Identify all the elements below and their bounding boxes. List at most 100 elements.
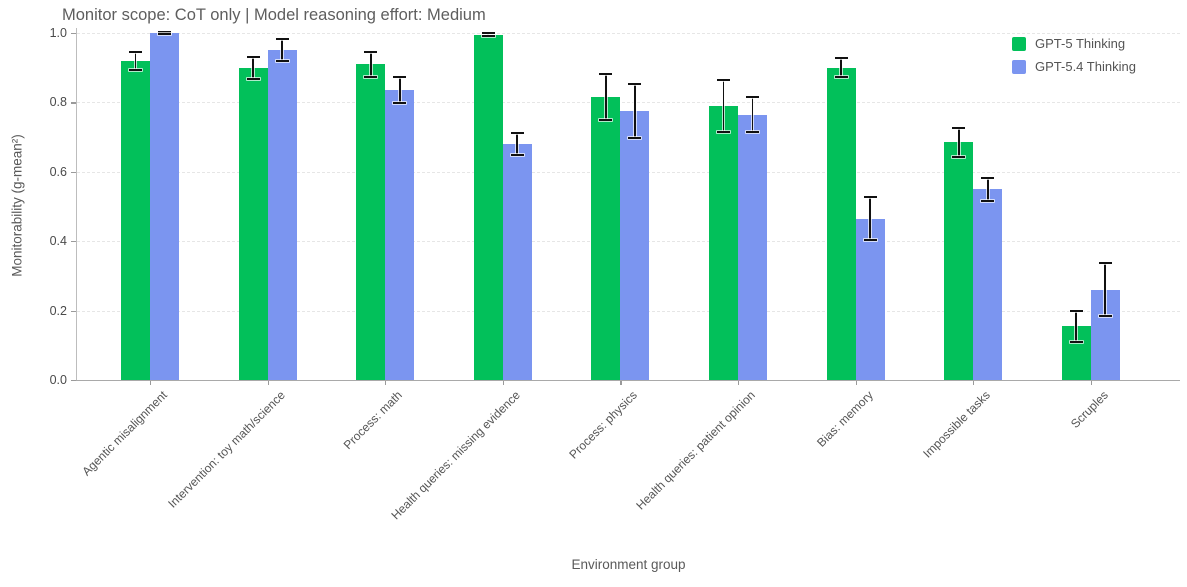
bar-gpt-5-4-thinking <box>855 218 885 380</box>
bar-gpt-5-4-thinking <box>150 33 179 380</box>
error-bar <box>134 51 137 70</box>
y-axis-line <box>76 28 78 380</box>
gridline <box>77 33 1180 34</box>
error-bar-cap <box>717 78 730 81</box>
y-tick-mark <box>71 171 76 173</box>
bar-gpt-5-4-thinking <box>502 144 532 380</box>
error-bar-cap <box>129 68 142 71</box>
error-bar <box>751 97 754 132</box>
x-tick-mark <box>855 381 857 385</box>
y-tick-mark <box>71 380 76 382</box>
bar-gpt-5-thinking <box>238 67 268 380</box>
legend-label: GPT-5.4 Thinking <box>1035 59 1136 74</box>
bar-gpt-5-4-thinking <box>620 111 650 380</box>
x-tick-mark <box>1090 381 1092 385</box>
error-bar-cap <box>275 60 289 63</box>
bar-gpt-5-thinking <box>944 142 974 380</box>
error-bar-cap <box>246 55 260 58</box>
error-bar <box>163 32 166 35</box>
gridline <box>77 102 1180 104</box>
x-tick-mark <box>150 381 152 385</box>
error-bar-cap <box>746 96 759 99</box>
error-bar <box>281 39 283 62</box>
error-bar-cap <box>981 176 995 179</box>
error-bar <box>516 132 519 156</box>
error-bar <box>986 177 989 201</box>
error-bar-cap <box>364 50 378 53</box>
y-tick-mark <box>71 241 76 243</box>
bar-gpt-5-thinking <box>709 105 738 380</box>
error-bar-cap <box>393 76 407 79</box>
error-bar-cap <box>1098 262 1112 265</box>
bar-gpt-5-4-thinking <box>267 50 297 380</box>
y-tick-label: 0.8 <box>49 95 67 110</box>
bar-gpt-5-thinking <box>591 97 621 380</box>
error-bar-cap <box>628 83 642 86</box>
error-bar <box>722 79 725 132</box>
error-bar-cap <box>599 72 613 75</box>
y-tick-mark <box>71 102 76 104</box>
error-bar-cap <box>834 76 848 79</box>
y-tick-label: 0.2 <box>49 303 67 318</box>
error-bar-cap <box>599 119 613 122</box>
bar-gpt-5-thinking <box>826 67 856 380</box>
legend-item-gpt-5-thinking: GPT-5 Thinking <box>1012 36 1136 51</box>
error-bar <box>398 77 401 104</box>
error-bar <box>1075 310 1078 342</box>
error-bar-cap <box>393 102 407 105</box>
error-bar-cap <box>952 155 966 158</box>
error-bar-cap <box>863 196 877 199</box>
error-bar-cap <box>364 75 378 78</box>
x-axis-line <box>76 379 1180 382</box>
y-tick-mark <box>71 310 76 312</box>
error-bar-cap <box>158 31 171 34</box>
legend-item-gpt-5-4-thinking: GPT-5.4 Thinking <box>1012 59 1136 74</box>
error-bar <box>869 197 871 241</box>
error-bar <box>634 84 636 138</box>
legend-label: GPT-5 Thinking <box>1035 36 1126 51</box>
error-bar-cap <box>863 239 877 242</box>
error-bar <box>487 33 490 37</box>
error-bar-cap <box>158 33 171 36</box>
error-bar-cap <box>746 130 759 133</box>
y-tick-label: 0.4 <box>49 234 67 249</box>
y-tick-label: 0.0 <box>49 373 67 387</box>
bar-gpt-5-thinking <box>121 60 150 380</box>
error-bar-cap <box>1069 340 1083 343</box>
error-bar-cap <box>1098 315 1112 318</box>
error-bar-cap <box>481 35 495 38</box>
legend: GPT-5 Thinking GPT-5.4 Thinking <box>1012 36 1136 82</box>
legend-swatch-gpt-5-4-thinking <box>1012 59 1026 74</box>
y-tick-mark <box>71 33 76 35</box>
error-bar <box>957 127 960 157</box>
error-bar-cap <box>129 50 142 53</box>
error-bar <box>252 56 254 79</box>
error-bar <box>840 58 842 78</box>
error-bar <box>1104 263 1107 317</box>
error-bar-cap <box>510 131 524 134</box>
x-tick-mark <box>502 381 504 385</box>
chart-title: Monitor scope: CoT only | Model reasonin… <box>62 6 486 24</box>
error-bar-cap <box>952 126 966 129</box>
bar-gpt-5-4-thinking <box>973 189 1003 380</box>
error-bar-cap <box>275 38 289 41</box>
bar-gpt-5-4-thinking <box>738 114 767 380</box>
x-tick-mark <box>973 381 975 385</box>
x-tick-mark <box>738 381 740 385</box>
error-bar-cap <box>628 136 642 139</box>
error-bar-cap <box>246 77 260 80</box>
error-bar <box>605 73 607 121</box>
x-tick-mark <box>385 381 387 385</box>
error-bar-cap <box>481 32 495 34</box>
y-tick-label: 0.6 <box>49 164 67 179</box>
y-tick-label: 1.0 <box>49 26 67 40</box>
bar-gpt-5-thinking <box>473 34 503 380</box>
bar-gpt-5-thinking <box>356 64 386 380</box>
error-bar-cap <box>981 199 995 202</box>
error-bar-cap <box>834 57 848 60</box>
x-axis-label: Environment group <box>571 557 686 572</box>
legend-swatch-gpt-5-thinking <box>1012 36 1026 51</box>
error-bar-cap <box>1069 309 1083 312</box>
